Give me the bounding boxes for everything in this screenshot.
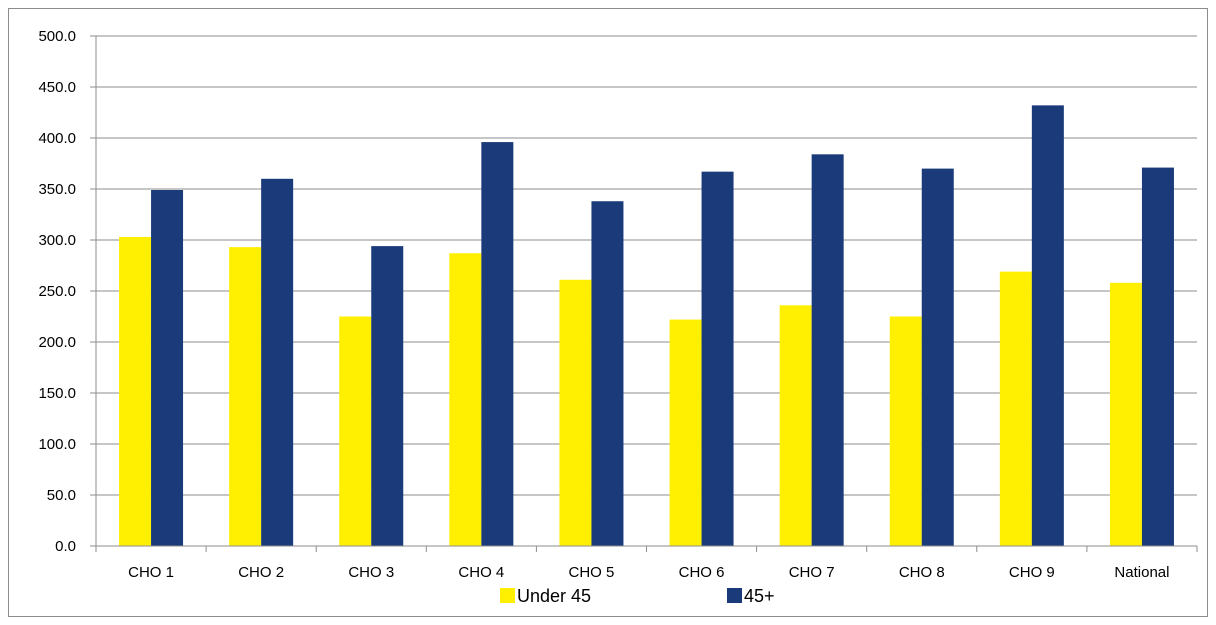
x-tick-label: CHO 7 [789, 564, 835, 581]
bar-45-plus-cho-2 [261, 178, 294, 547]
axes: 0.0 50.0 100.0 150.0 200.0 250.0 300.0 350.0 400… [38, 28, 1198, 581]
bar-45-plus-cho-3 [371, 246, 404, 546]
y-tick-label: 150.0 [38, 385, 76, 402]
bar-under-45-cho-1 [119, 236, 152, 546]
bar-under-45-cho-9 [999, 271, 1032, 546]
bar-under-45-cho-6 [669, 319, 702, 546]
bar-under-45-cho-5 [559, 279, 592, 546]
bars [119, 105, 1174, 547]
y-tick-label: 250.0 [38, 283, 76, 300]
bar-under-45-cho-7 [779, 305, 812, 546]
bar-45-plus-cho-5 [591, 201, 624, 547]
x-tick-label: CHO 6 [679, 564, 725, 581]
x-tick-label: CHO 5 [569, 564, 615, 581]
y-tick-label: 400.0 [38, 130, 76, 147]
y-tick-label: 0.0 [55, 538, 76, 555]
x-tick-label: CHO 8 [899, 564, 945, 581]
legend-label: Under 45 [517, 586, 591, 606]
legend: Under 45 45+ [500, 586, 775, 606]
x-tick-label: CHO 9 [1009, 564, 1055, 581]
y-tick-label: 100.0 [38, 436, 76, 453]
bar-under-45-cho-8 [889, 316, 922, 546]
legend-swatch [727, 588, 742, 603]
bar-45-plus-cho-6 [701, 171, 734, 546]
legend-swatch [500, 588, 515, 603]
x-tick-label: CHO 1 [128, 564, 174, 581]
y-tick-label: 350.0 [38, 181, 76, 198]
bar-45-plus-cho-8 [921, 168, 954, 546]
bar-under-45-cho-4 [449, 253, 482, 546]
bar-45-plus-national [1141, 167, 1174, 546]
x-tick-label: CHO 4 [458, 564, 504, 581]
bar-45-plus-cho-9 [1031, 105, 1064, 547]
y-tick-label: 500.0 [38, 28, 76, 45]
y-tick-label: 50.0 [47, 487, 76, 504]
bar-45-plus-cho-7 [811, 154, 844, 546]
y-tick-label: 450.0 [38, 79, 76, 96]
bar-under-45-cho-3 [339, 316, 372, 546]
legend-label: 45+ [744, 586, 775, 606]
legend-item-under-45: Under 45 [500, 586, 591, 606]
bar-45-plus-cho-1 [151, 190, 184, 546]
y-tick-label: 200.0 [38, 334, 76, 351]
x-tick-label: National [1114, 564, 1169, 581]
bar-under-45-national [1109, 282, 1142, 546]
x-tick-label: CHO 2 [238, 564, 284, 581]
y-tick-label: 300.0 [38, 232, 76, 249]
legend-item-45-plus: 45+ [727, 586, 775, 606]
bar-under-45-cho-2 [229, 247, 262, 546]
bar-45-plus-cho-4 [481, 142, 514, 546]
x-tick-label: CHO 3 [348, 564, 394, 581]
